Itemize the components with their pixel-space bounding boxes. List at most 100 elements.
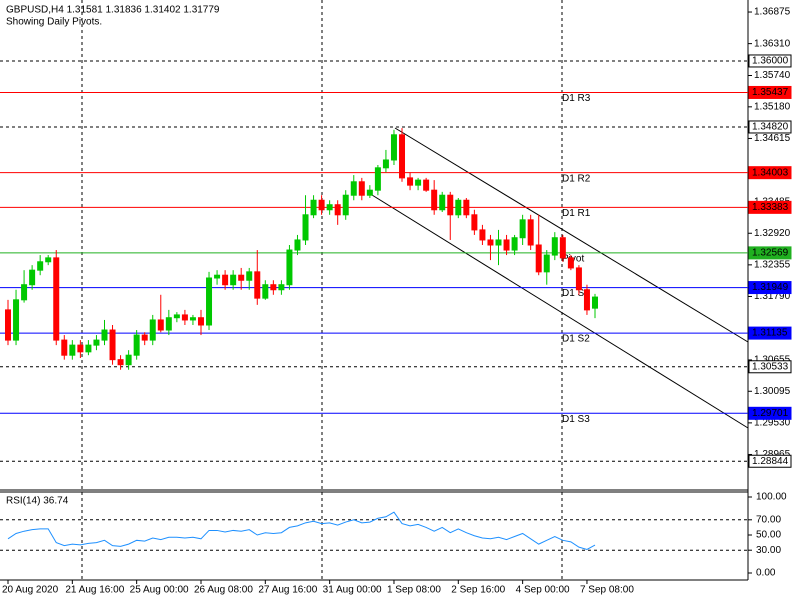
candle-body	[69, 344, 76, 356]
candle-body	[109, 329, 116, 361]
level-price-label: 1.31949	[752, 282, 789, 293]
candle-body	[29, 269, 36, 286]
candle-body	[567, 257, 574, 269]
x-tick-label: 27 Aug 16:00	[258, 585, 317, 596]
candle-body	[415, 179, 422, 186]
candle-body	[61, 339, 68, 356]
candle-body	[455, 199, 462, 216]
candle-body	[535, 244, 542, 273]
level-price-box	[748, 200, 792, 214]
candle-body	[294, 239, 301, 251]
candle-body	[447, 194, 454, 216]
candle-body	[431, 189, 438, 211]
candle-body	[173, 314, 180, 319]
candle-body	[93, 339, 100, 346]
candle-body	[45, 257, 52, 263]
rsi-line	[7, 511, 596, 550]
level-name: D1 S2	[562, 334, 590, 345]
x-tick-label: 7 Sep 08:00	[580, 585, 634, 596]
x-tick-label: 31 Aug 00:00	[323, 585, 382, 596]
candle-body	[117, 359, 124, 366]
x-tick-label: 26 Aug 08:00	[194, 585, 253, 596]
level-price-box	[748, 281, 792, 295]
candle-body	[326, 204, 333, 211]
candle-body	[222, 274, 229, 286]
y-tick-label: 1.32920	[754, 228, 791, 239]
y-tick-label: 30.00	[756, 545, 781, 556]
candle-body	[543, 254, 550, 273]
level-price-label: 1.35437	[752, 87, 789, 98]
candle-body	[583, 289, 590, 311]
candle-body	[270, 284, 277, 291]
day-separators	[81, 0, 563, 580]
channel-line	[371, 194, 749, 429]
candle-body	[165, 317, 172, 331]
rsi-title: RSI(14) 36.74	[6, 496, 69, 507]
x-tick-label: 25 Aug 00:00	[130, 585, 189, 596]
candle-body	[350, 181, 357, 196]
candle-body	[238, 274, 245, 281]
candle-body	[487, 239, 494, 246]
candle-body	[13, 299, 20, 341]
y-tick-label: 1.36310	[754, 38, 791, 49]
candle-body	[592, 296, 598, 309]
y-tick-label: 1.28965	[754, 449, 791, 460]
candle-body	[125, 354, 132, 366]
chart-subtitle: Showing Daily Pivots.	[6, 17, 102, 28]
y-tick-label: 1.30095	[754, 386, 791, 397]
x-tick-label: 20 Aug 2020	[2, 585, 59, 596]
level-price-box	[748, 85, 792, 99]
level-price-label: 1.33383	[752, 202, 789, 213]
y-tick-label: 1.35180	[754, 101, 791, 112]
level-price-label: 1.34003	[752, 167, 789, 178]
x-tick-label: 21 Aug 16:00	[65, 585, 124, 596]
level-price-box	[748, 54, 792, 68]
candle-body	[141, 334, 148, 341]
candle-body	[85, 344, 92, 353]
channel-line	[394, 127, 749, 343]
candle-body	[181, 314, 188, 321]
candle-body	[382, 159, 389, 169]
y-tick-label: 70.00	[756, 514, 781, 525]
candle-body	[133, 334, 140, 356]
level-name: D1 R3	[562, 93, 591, 104]
candle-body	[5, 309, 11, 341]
candle-body	[399, 134, 406, 179]
candle-body	[503, 239, 510, 251]
level-name: D1 R1	[562, 208, 591, 219]
candle-body	[463, 199, 470, 216]
candle-body	[149, 319, 156, 341]
chart-title: GBPUSD,H4 1.31581 1.31836 1.31402 1.3177…	[6, 5, 220, 16]
level-price-box	[748, 246, 792, 260]
candle-body	[334, 204, 341, 216]
candle-body	[479, 229, 486, 241]
level-price-box	[748, 406, 792, 420]
candle-body	[101, 329, 108, 341]
candle-body	[423, 179, 430, 191]
candle-body	[511, 237, 518, 251]
level-price-box	[748, 120, 792, 134]
level-price-label: 1.32569	[752, 248, 789, 259]
y-tick-label: 50.00	[756, 530, 781, 541]
level-price-label: 1.34820	[752, 122, 789, 133]
candle-body	[318, 199, 325, 211]
candle-body	[157, 319, 164, 331]
x-tick-label: 2 Sep 16:00	[451, 585, 505, 596]
candle-body	[310, 199, 317, 216]
level-price-box	[748, 326, 792, 340]
y-tick-label: 1.29530	[754, 418, 791, 429]
y-tick-label: 100.00	[756, 492, 787, 503]
y-tick-label: 1.32355	[754, 259, 791, 270]
level-price-box	[748, 454, 792, 468]
candle-body	[21, 284, 28, 301]
level-price-label: 1.28844	[752, 456, 789, 467]
candle-body	[527, 219, 534, 246]
candle-body	[53, 257, 60, 341]
candle-body	[495, 239, 502, 246]
level-name: D1 S3	[562, 414, 590, 425]
level-price-label: 1.30533	[752, 361, 789, 372]
candle-body	[559, 237, 566, 259]
